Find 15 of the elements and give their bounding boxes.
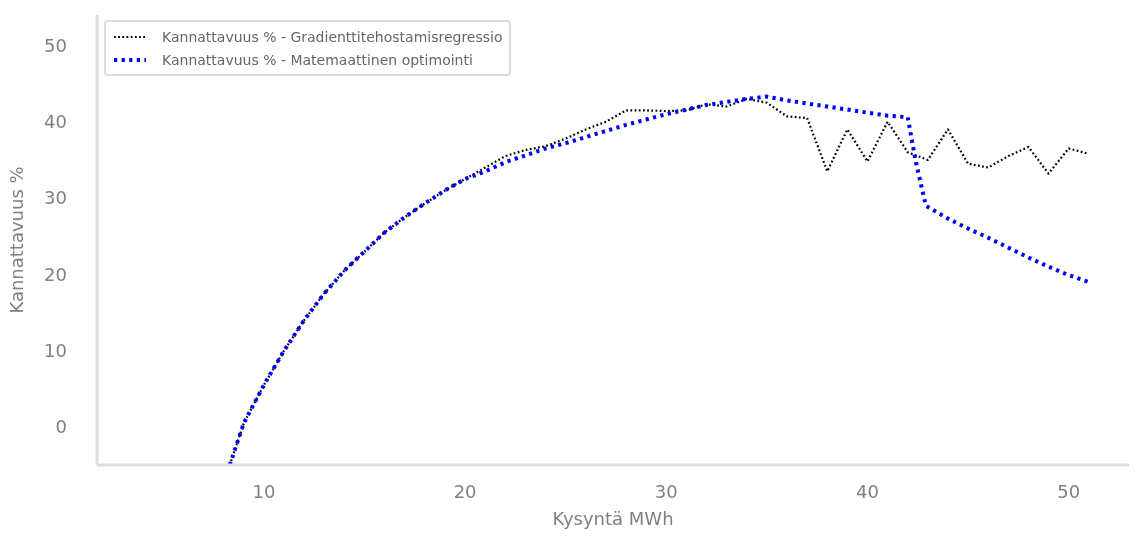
legend-label: Kannattavuus % - Matemaattinen optimointi: [162, 51, 473, 68]
x-tick-label: 20: [453, 480, 477, 502]
y-axis-title: Kannattavuus %: [6, 166, 28, 314]
y-tick-label: 0: [55, 416, 67, 438]
y-tick-label: 50: [44, 34, 67, 56]
x-tick-label: 40: [856, 480, 879, 502]
y-tick-label: 40: [44, 111, 67, 133]
legend-label: Kannattavuus % - Gradienttitehostamisregressio: [162, 28, 503, 45]
y-tick-label: 30: [44, 187, 67, 209]
x-tick-label: 50: [1057, 480, 1081, 502]
x-tick-label: 30: [654, 480, 678, 502]
x-axis-title: Kysyntä MWh: [552, 508, 674, 529]
y-tick-label: 20: [44, 263, 67, 285]
y-tick-label: 10: [44, 339, 67, 361]
x-tick-label: 10: [252, 480, 276, 502]
